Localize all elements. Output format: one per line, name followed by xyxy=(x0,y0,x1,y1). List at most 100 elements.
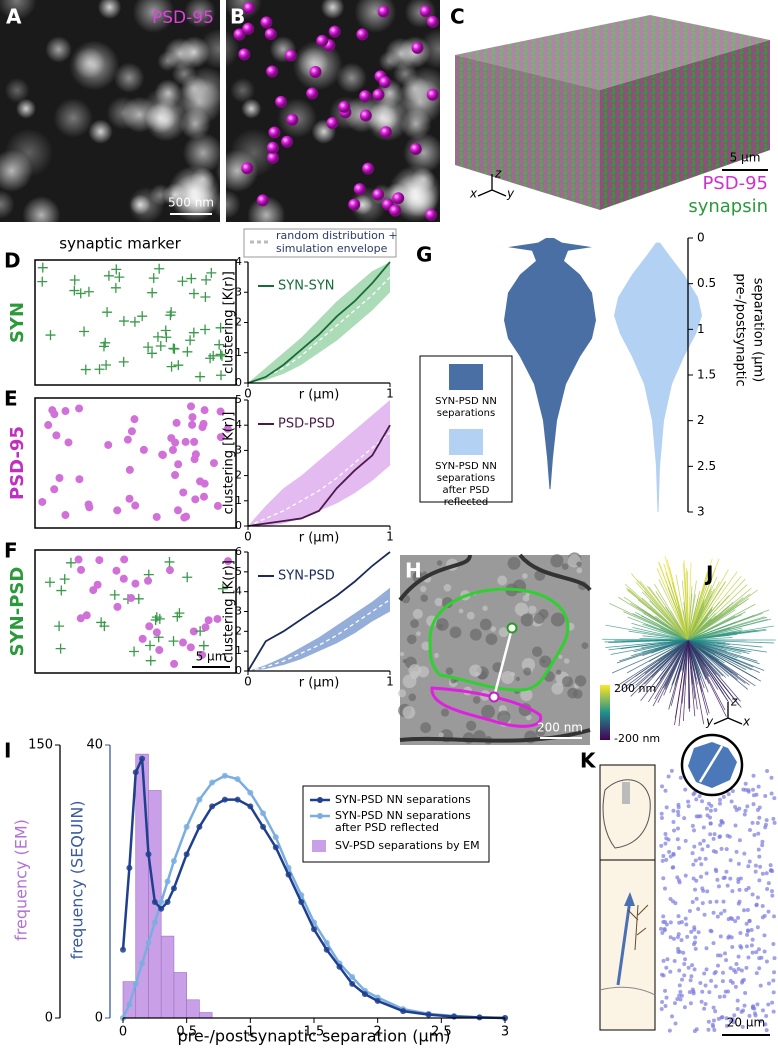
psd-marker xyxy=(191,455,199,463)
blob xyxy=(401,75,429,103)
cell-dot xyxy=(661,854,665,858)
sphere xyxy=(372,189,384,201)
cell-dot xyxy=(687,804,691,808)
series-point xyxy=(139,756,145,762)
psd-marker xyxy=(169,446,177,454)
cell-dot xyxy=(713,1009,717,1013)
y-tick-label: 6 xyxy=(235,545,242,558)
cell-dot xyxy=(676,810,680,814)
cell-dot xyxy=(756,896,760,900)
cell-dot xyxy=(692,991,696,995)
panel-letter: J xyxy=(704,562,713,586)
legend-dot xyxy=(317,813,323,819)
cell-dot xyxy=(722,994,726,998)
cell-dot xyxy=(684,917,688,921)
cell-dot xyxy=(743,1004,747,1008)
blob xyxy=(88,119,112,143)
legend-swatch xyxy=(449,429,483,455)
cell-dot xyxy=(689,974,693,978)
psd-marker xyxy=(113,603,121,611)
sphere xyxy=(316,35,328,47)
cell-dot xyxy=(717,884,721,888)
cell-dot xyxy=(718,802,722,806)
cell-dot xyxy=(761,872,765,876)
blob xyxy=(400,108,431,139)
y-tick-label: 1 xyxy=(697,322,705,336)
cell-dot xyxy=(677,968,681,972)
axis-name: y xyxy=(705,715,714,729)
psd-marker xyxy=(173,419,181,427)
legend-text: SV-PSD separations by EM xyxy=(335,839,480,852)
cell-dot xyxy=(698,842,702,846)
cell-dot xyxy=(688,909,692,913)
psd-marker xyxy=(50,485,58,493)
axis-name: x xyxy=(469,187,478,201)
cell-dot xyxy=(707,1020,711,1024)
cell-dot xyxy=(724,990,728,994)
cell-dot xyxy=(756,832,760,836)
histogram-bar xyxy=(174,973,187,1019)
vesicle xyxy=(534,613,545,624)
cell-dot xyxy=(773,821,777,825)
psd-marker xyxy=(179,639,187,647)
psd-marker xyxy=(140,446,148,454)
y-tick-label: 0 xyxy=(235,376,242,389)
cell-dot xyxy=(765,1028,769,1032)
y-axis-label: clustering [K(r)] xyxy=(222,271,237,374)
psd-marker xyxy=(126,495,134,503)
vesicle xyxy=(469,664,481,676)
cell-dot xyxy=(722,795,726,799)
series-point xyxy=(158,906,164,912)
sphere xyxy=(389,205,401,217)
cell-dot xyxy=(699,862,703,866)
cell-dot xyxy=(718,995,722,999)
cell-dot xyxy=(667,838,671,842)
cell-dot xyxy=(683,788,687,792)
cell-dot xyxy=(740,968,744,972)
vesicle xyxy=(466,721,476,731)
cell-dot xyxy=(734,824,738,828)
cell-dot xyxy=(705,871,709,875)
cell-dot xyxy=(709,822,713,826)
psd-marker xyxy=(174,506,182,514)
sphere xyxy=(260,16,272,28)
sphere xyxy=(268,127,280,139)
series-point xyxy=(184,851,190,857)
cell-dot xyxy=(727,934,731,938)
cell-dot xyxy=(698,857,702,861)
vesicle xyxy=(550,554,563,567)
sphere xyxy=(420,5,432,17)
cell-dot xyxy=(716,964,720,968)
cell-dot xyxy=(665,957,669,961)
cell-dot xyxy=(665,805,669,809)
cell-dot xyxy=(669,935,673,939)
cell-dot xyxy=(757,816,761,820)
cell-dot xyxy=(660,1007,664,1011)
vesicle xyxy=(516,677,520,681)
x-tick-label: 1 xyxy=(386,387,394,401)
vesicle xyxy=(575,675,586,686)
cell-dot xyxy=(713,832,717,836)
x-axis-label: r (µm) xyxy=(299,531,340,546)
series-point xyxy=(184,824,190,830)
cell-dot xyxy=(668,1029,672,1033)
cell-dot xyxy=(694,858,698,862)
cell-dot xyxy=(761,904,765,908)
series-point xyxy=(145,851,151,857)
cell-dot xyxy=(765,887,769,891)
blob xyxy=(180,108,211,139)
cell-dot xyxy=(714,970,718,974)
series-point xyxy=(158,899,164,905)
channel-label: PSD-95 xyxy=(152,8,214,28)
cell-dot xyxy=(738,888,742,892)
vesicle xyxy=(410,619,419,628)
cell-dot xyxy=(661,876,665,880)
cell-dot xyxy=(722,909,726,913)
cell-dot xyxy=(702,1007,706,1011)
cell-dot xyxy=(723,951,727,955)
cell-dot xyxy=(730,917,734,921)
cell-dot xyxy=(695,814,699,818)
psd-marker xyxy=(200,493,208,501)
x-tick-label: 0 xyxy=(244,530,252,544)
